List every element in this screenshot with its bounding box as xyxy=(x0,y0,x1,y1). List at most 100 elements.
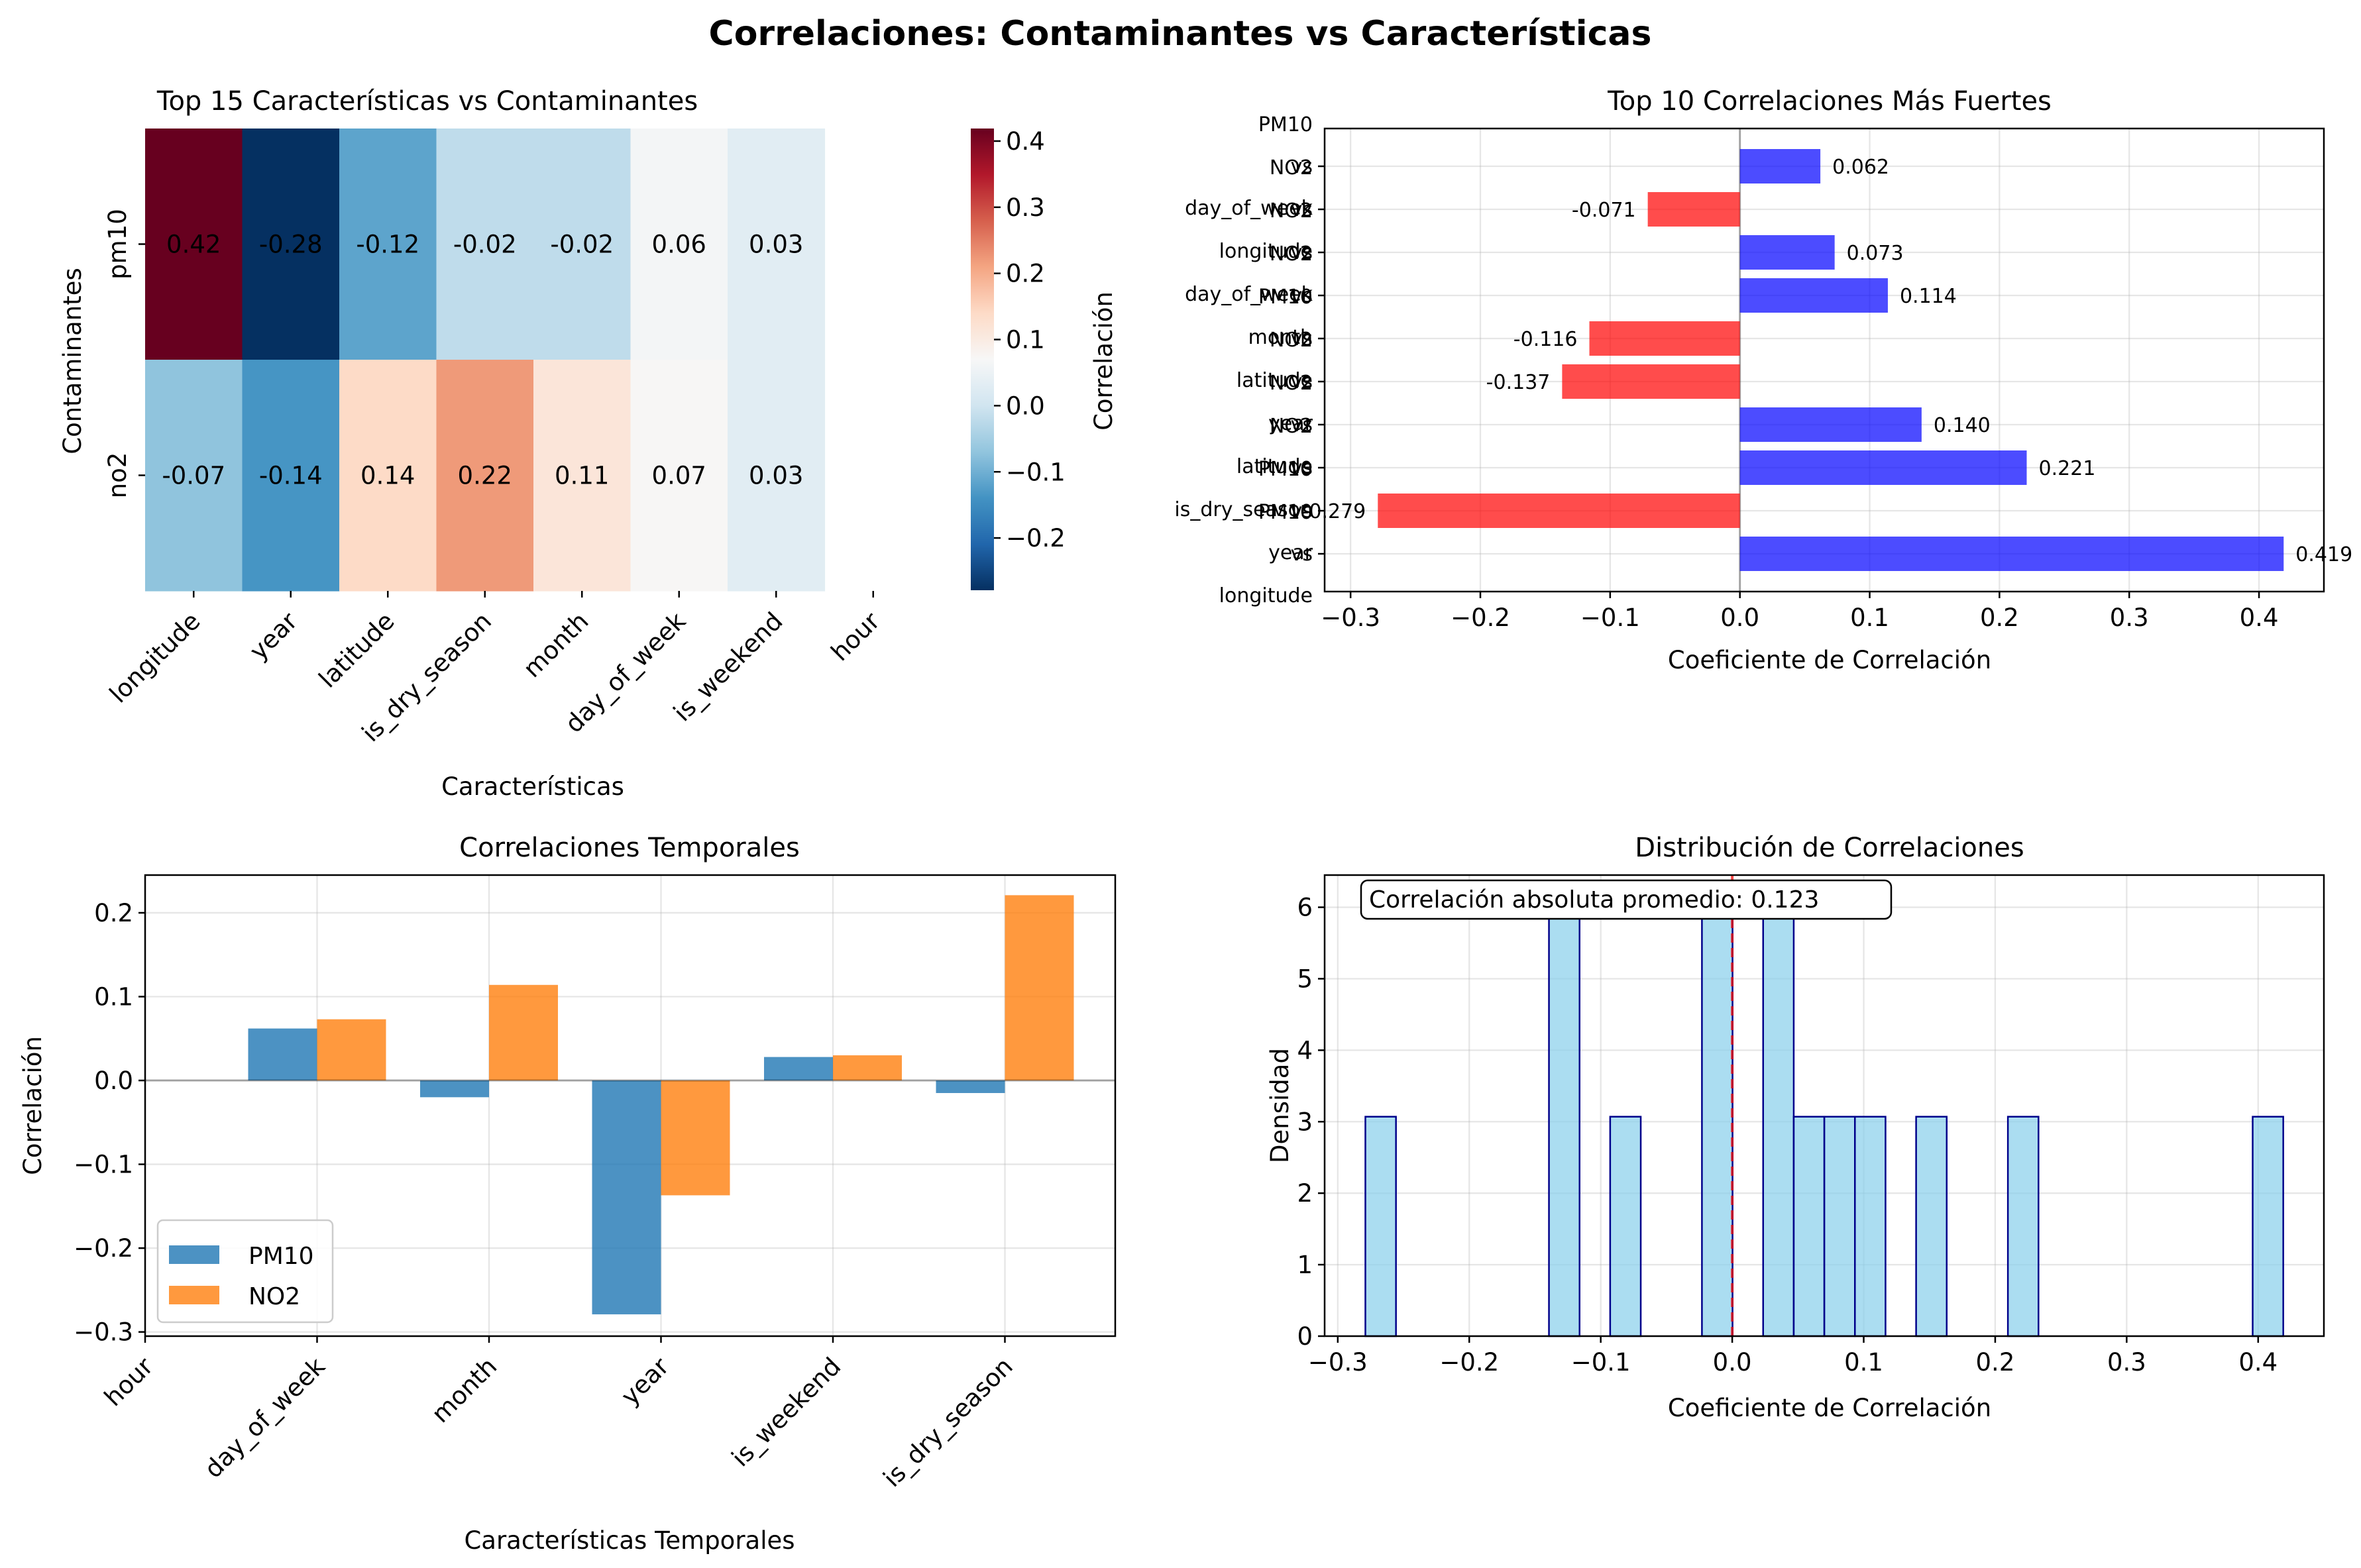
histogram-bar xyxy=(1915,1116,1948,1337)
distribution-x-tick-label: 0.0 xyxy=(1713,1348,1752,1377)
top10-value-label: -0.279 xyxy=(1302,500,1366,523)
top10-value-label: 0.114 xyxy=(1900,285,1957,308)
temporal-y-tick-label: 0.2 xyxy=(94,899,133,927)
temporal-y-tick-label: −0.1 xyxy=(74,1151,133,1179)
legend-label-pm10: PM10 xyxy=(248,1243,314,1270)
heatmap-cell-no2-longitude xyxy=(145,360,243,592)
heatmap-cell-no2-is_weekend xyxy=(728,360,826,592)
top10-x-tick-label: 0.4 xyxy=(2240,603,2279,632)
top10-value-label: 0.221 xyxy=(2039,457,2096,480)
top10-category-label: vs xyxy=(1291,327,1313,350)
top10-value-label: -0.071 xyxy=(1572,199,1636,222)
distribution-x-tick-label: 0.2 xyxy=(1976,1348,2015,1377)
temporal-y-tick-label: −0.2 xyxy=(74,1234,133,1263)
heatmap-annotation: 0.22 xyxy=(458,462,512,490)
top10-bar xyxy=(1647,192,1740,227)
top10-category-label: year xyxy=(1268,412,1313,435)
top10-bar xyxy=(1562,364,1740,399)
top10-category-label: vs xyxy=(1291,456,1313,480)
top10-x-tick-label: −0.1 xyxy=(1580,603,1640,632)
distribution-panel: Distribución de Correlaciones −0.3 −0.2 −0… xyxy=(1266,833,2325,1422)
temporal-bars xyxy=(145,895,1115,1315)
temporal-bar-no2 xyxy=(661,1080,730,1196)
heatmap-annotation: 0.07 xyxy=(652,462,706,490)
top10-category-label: day_of_week xyxy=(1185,197,1313,220)
distribution-x-tick-label: 0.4 xyxy=(2238,1348,2278,1377)
top10-category-label: month xyxy=(1248,326,1313,349)
top10-category-label: vs xyxy=(1291,155,1313,178)
heatmap-cell-no2-latitude xyxy=(339,360,437,592)
histogram-bar xyxy=(1548,896,1580,1337)
top10-value-labels: 0.419-0.2790.2210.140-0.137-0.1160.1140.… xyxy=(1302,156,2353,566)
distribution-xlabel: Coeficiente de Correlación xyxy=(1668,1394,1991,1422)
top10-category-label: PM10 xyxy=(1258,458,1313,481)
heatmap-cell-pm10-is_weekend xyxy=(728,129,826,360)
histogram-bar xyxy=(1792,1116,1826,1337)
top10-category-label: latitude xyxy=(1236,455,1313,478)
distribution-y-ticks: 0 1 2 3 4 5 6 xyxy=(1297,894,1325,1351)
top10-category-label: latitude xyxy=(1236,369,1313,392)
histogram-bar xyxy=(1609,1116,1642,1337)
top10-category-label: vs xyxy=(1291,241,1313,264)
heatmap-annotation: -0.28 xyxy=(259,231,323,259)
top10-category-label: year xyxy=(1268,541,1313,564)
distribution-y-tick-label: 2 xyxy=(1297,1179,1313,1208)
top10-category-label: NO2 xyxy=(1270,199,1313,223)
top10-bar xyxy=(1739,450,2027,485)
heatmap-cell-pm10-is_dry_season xyxy=(436,129,534,360)
top10-category-label: vs xyxy=(1291,413,1313,437)
heatmap-cell-pm10-latitude xyxy=(339,129,437,360)
top10-category-label: vs xyxy=(1291,543,1313,566)
colorbar-tick-label: −0.2 xyxy=(1006,524,1066,552)
histogram-bar xyxy=(1762,896,1795,1337)
annotation-text: Correlación absoluta promedio: 0.123 xyxy=(1369,886,1819,914)
top10-category-label: PM10 xyxy=(1258,286,1313,309)
distribution-x-ticks: −0.3 −0.2 −0.1 0.0 0.1 0.2 0.3 0.4 xyxy=(1308,1336,2278,1377)
colorbar-tick-label: 0.2 xyxy=(1006,260,1045,288)
temporal-xlabel: Características Temporales xyxy=(464,1526,795,1555)
top10-category-label: NO2 xyxy=(1270,242,1313,266)
top10-bars xyxy=(1378,149,2284,571)
heatmap-annotation: -0.14 xyxy=(259,462,323,490)
distribution-y-tick-label: 1 xyxy=(1297,1251,1313,1279)
heatmap-annotation: 0.42 xyxy=(166,231,221,259)
heatmap-title: Top 15 Características vs Contaminantes xyxy=(156,86,698,117)
top10-category-label: NO2 xyxy=(1270,372,1313,395)
colorbar-tick-label: 0.0 xyxy=(1006,392,1045,420)
heatmap-cell-pm10-month xyxy=(533,129,631,360)
heatmap-cell-no2-is_dry_season xyxy=(436,360,534,592)
top10-bar xyxy=(1739,278,1888,313)
top10-x-tick-label: 0.0 xyxy=(1720,603,1759,632)
distribution-x-tick-label: −0.2 xyxy=(1439,1348,1499,1377)
heatmap-annotation: 0.06 xyxy=(652,231,706,259)
temporal-bar-no2 xyxy=(833,1055,902,1081)
heatmap-annotation: -0.02 xyxy=(550,231,614,259)
heatmap-cell-pm10-year xyxy=(242,129,340,360)
temporal-title: Correlaciones Temporales xyxy=(459,833,800,863)
distribution-y-tick-label: 4 xyxy=(1297,1036,1313,1065)
heatmap-annotation: -0.02 xyxy=(453,231,517,259)
heatmap-colorbar: 0.4 0.3 0.2 0.1 0.0 −0.1 −0.2 xyxy=(971,127,1066,590)
top10-x-tick-label: 0.3 xyxy=(2110,603,2149,632)
heatmap-cell-no2-year xyxy=(242,360,340,592)
heatmap-cell-no2-month xyxy=(533,360,631,592)
temporal-y-tick-label: 0.1 xyxy=(94,982,133,1011)
temporal-bar-pm10 xyxy=(248,1028,317,1081)
top10-category-label: longitude xyxy=(1219,584,1313,607)
colorbar-tick-label: 0.3 xyxy=(1006,193,1045,222)
histogram-bar xyxy=(1701,896,1733,1337)
top10-bar xyxy=(1739,537,2284,571)
temporal-bar-no2 xyxy=(489,984,558,1081)
legend-swatch-no2 xyxy=(169,1286,219,1304)
heatmap-annotation: -0.07 xyxy=(162,462,225,490)
colorbar-label: Correlación xyxy=(1089,291,1118,431)
top10-category-labels: PM10vslongitudePM10vsyearNO2vsis_dry_sea… xyxy=(1174,113,1325,607)
top10-category-label: NO2 xyxy=(1270,156,1313,180)
top10-category-label: PM10 xyxy=(1258,501,1313,524)
heatmap-annotation: 0.14 xyxy=(360,462,415,490)
annotation-box xyxy=(1360,879,1893,920)
top10-category-label: vs xyxy=(1291,198,1313,221)
heatmap-cell-no2-day_of_week xyxy=(630,360,728,592)
top10-bar xyxy=(1739,235,1835,270)
